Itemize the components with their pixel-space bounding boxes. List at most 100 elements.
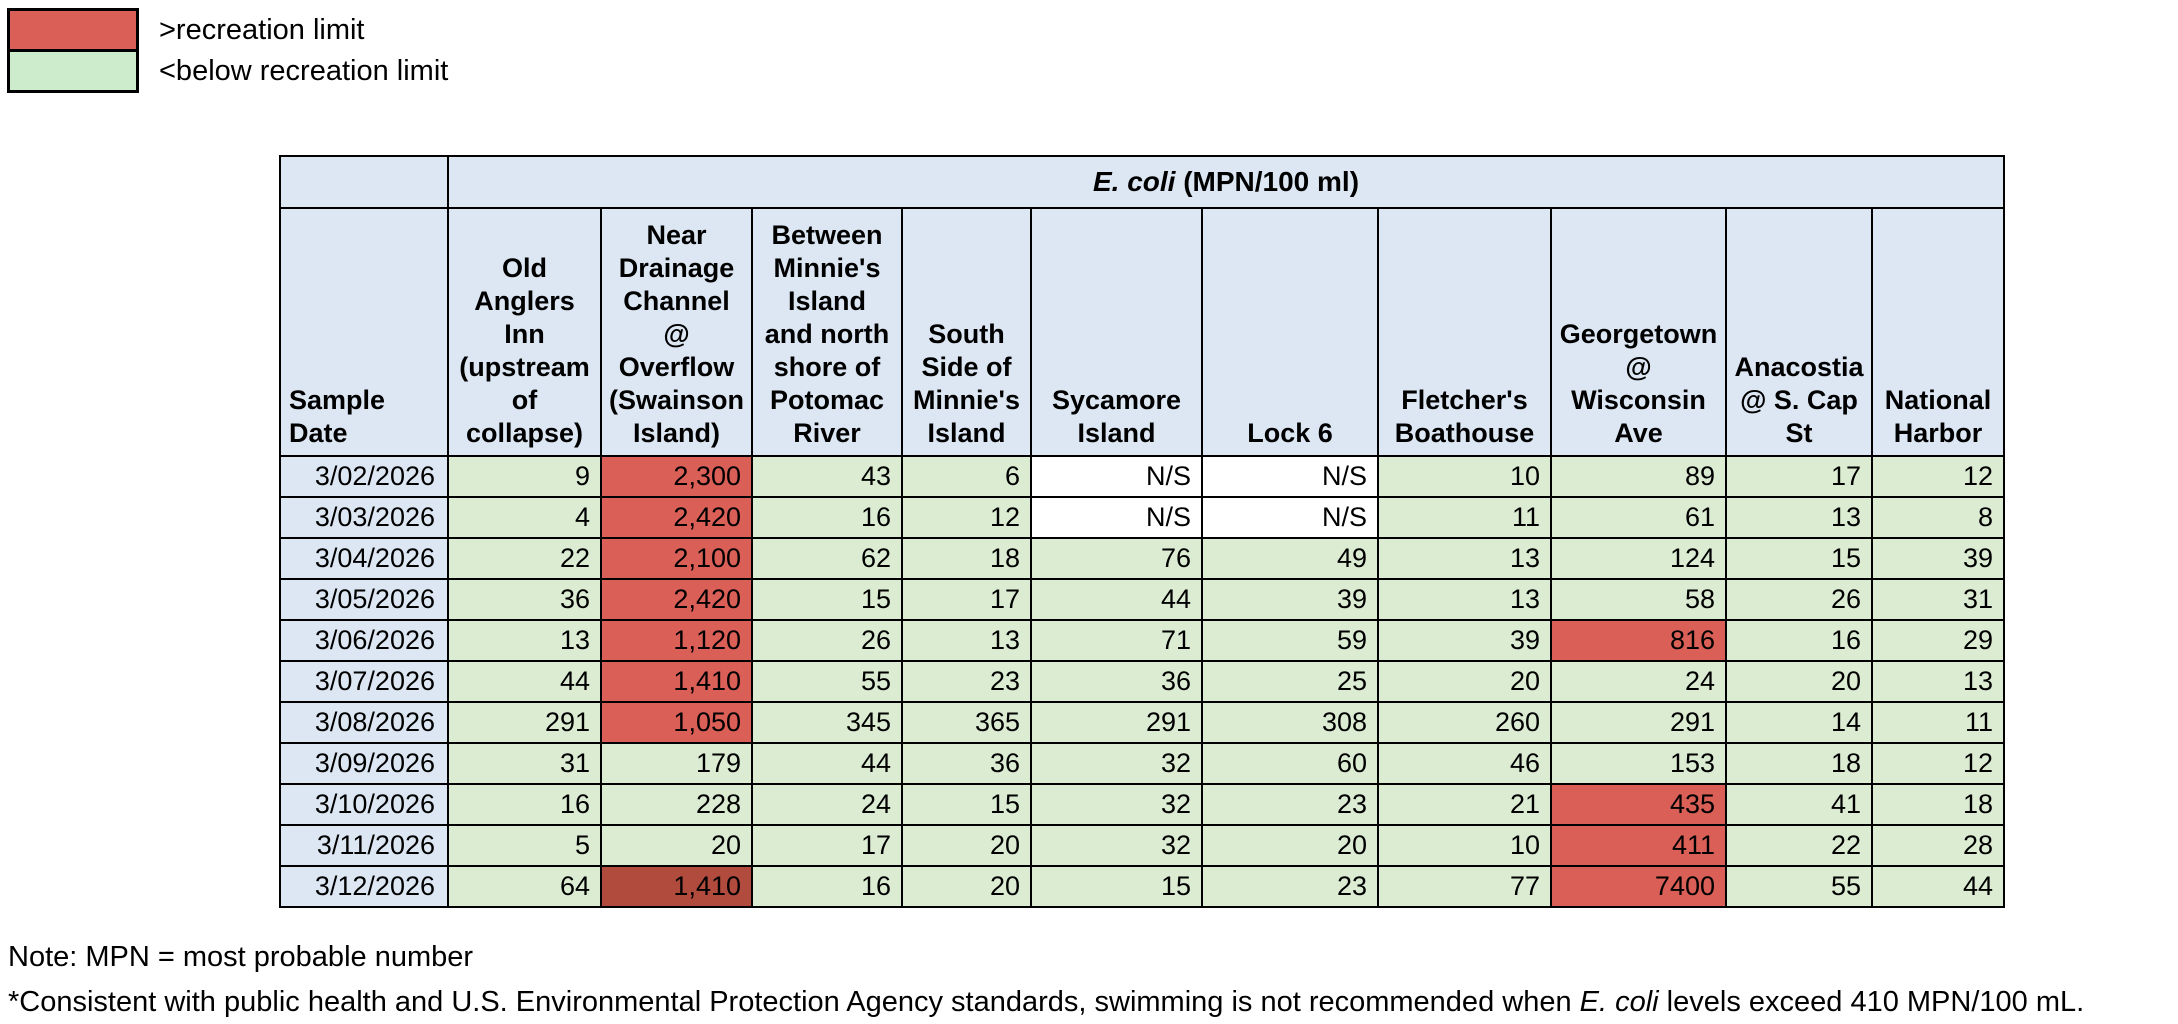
- value-cell: 2,420: [600, 578, 753, 621]
- location-column-header: Anacostia @ S. Cap St: [1725, 207, 1873, 457]
- value-cell: 13: [901, 619, 1032, 662]
- value-cell: 16: [751, 496, 903, 539]
- value-cell: 41: [1725, 783, 1873, 826]
- value-cell: 59: [1201, 619, 1379, 662]
- value-cell: 228: [600, 783, 753, 826]
- value-cell: N/S: [1201, 455, 1379, 498]
- value-cell: 18: [1871, 783, 2005, 826]
- value-cell: 4: [447, 496, 602, 539]
- table-row: 3/04/2026 22 2,100 62 18 76 49 13 124 15 39: [279, 537, 2005, 580]
- value-cell: 14: [1725, 701, 1873, 744]
- value-cell: 26: [751, 619, 903, 662]
- date-cell: 3/05/2026: [279, 578, 449, 621]
- table-row: 3/05/2026 36 2,420 15 17 44 39 13 58 26 31: [279, 578, 2005, 621]
- value-cell: 6: [901, 455, 1032, 498]
- value-cell: 16: [447, 783, 602, 826]
- value-cell: 31: [447, 742, 602, 785]
- value-cell: 260: [1377, 701, 1552, 744]
- value-cell: 60: [1201, 742, 1379, 785]
- value-cell: 23: [901, 660, 1032, 703]
- value-cell: 49: [1201, 537, 1379, 580]
- value-cell: 2,300: [600, 455, 753, 498]
- value-cell: 308: [1201, 701, 1379, 744]
- value-cell: 20: [1725, 660, 1873, 703]
- table-row: 3/08/2026 291 1,050 345 365 291 308 260 291 14 11: [279, 701, 2005, 744]
- location-column-header: Sycamore Island: [1030, 207, 1203, 457]
- value-cell: 18: [1725, 742, 1873, 785]
- date-cell: 3/09/2026: [279, 742, 449, 785]
- value-cell: 153: [1550, 742, 1727, 785]
- table-row: 3/03/2026 4 2,420 16 12 N/S N/S 11 61 13 8: [279, 496, 2005, 539]
- value-cell: 9: [447, 455, 602, 498]
- value-cell: 55: [751, 660, 903, 703]
- value-cell: 179: [600, 742, 753, 785]
- value-cell: 15: [751, 578, 903, 621]
- location-column-header: Georgetown @ Wisconsin Ave: [1550, 207, 1727, 457]
- value-cell: 13: [1725, 496, 1873, 539]
- note-mpn: Note: MPN = most probable number: [8, 941, 474, 973]
- value-cell: 20: [901, 865, 1032, 908]
- value-cell: 8: [1871, 496, 2005, 539]
- value-cell: 7400: [1550, 865, 1727, 908]
- value-cell: 10: [1377, 455, 1552, 498]
- table-row: 3/02/2026 9 2,300 43 6 N/S N/S 10 89 17 12: [279, 455, 2005, 498]
- value-cell: 39: [1871, 537, 2005, 580]
- value-cell: 16: [1725, 619, 1873, 662]
- value-cell: 17: [1725, 455, 1873, 498]
- value-cell: 411: [1550, 824, 1727, 867]
- table-row: 3/06/2026 13 1,120 26 13 71 59 39 816 16 29: [279, 619, 2005, 662]
- value-cell: 365: [901, 701, 1032, 744]
- note-epa: *Consistent with public health and U.S. …: [8, 986, 2084, 1019]
- location-column-header: Fletcher's Boathouse: [1377, 207, 1552, 457]
- value-cell: 1,410: [600, 865, 753, 908]
- value-cell: 13: [447, 619, 602, 662]
- ecoli-table: E. coli (MPN/100 ml) Sample Date Old Ang…: [279, 155, 2005, 908]
- value-cell: 291: [1550, 701, 1727, 744]
- value-cell: 1,050: [600, 701, 753, 744]
- location-column-header: Old Anglers Inn (upstream of collapse): [447, 207, 602, 457]
- value-cell: 17: [901, 578, 1032, 621]
- value-cell: 17: [751, 824, 903, 867]
- value-cell: 1,120: [600, 619, 753, 662]
- date-cell: 3/12/2026: [279, 865, 449, 908]
- value-cell: 12: [1871, 455, 2005, 498]
- value-cell: 21: [1377, 783, 1552, 826]
- value-cell: 24: [751, 783, 903, 826]
- date-cell: 3/10/2026: [279, 783, 449, 826]
- value-cell: N/S: [1030, 455, 1203, 498]
- value-cell: 22: [1725, 824, 1873, 867]
- table-row: 3/07/2026 44 1,410 55 23 36 25 20 24 20 13: [279, 660, 2005, 703]
- value-cell: 46: [1377, 742, 1552, 785]
- value-cell: 13: [1871, 660, 2005, 703]
- location-column-header: Lock 6: [1201, 207, 1379, 457]
- date-cell: 3/04/2026: [279, 537, 449, 580]
- value-cell: 291: [447, 701, 602, 744]
- corner-blank-cell: [279, 155, 449, 209]
- value-cell: 55: [1725, 865, 1873, 908]
- value-cell: 39: [1201, 578, 1379, 621]
- date-cell: 3/03/2026: [279, 496, 449, 539]
- value-cell: 36: [1030, 660, 1203, 703]
- value-cell: 11: [1377, 496, 1552, 539]
- value-cell: 58: [1550, 578, 1727, 621]
- legend-label: >recreation limit: [159, 13, 365, 46]
- value-cell: 20: [901, 824, 1032, 867]
- value-cell: 28: [1871, 824, 2005, 867]
- value-cell: 20: [1377, 660, 1552, 703]
- date-cell: 3/07/2026: [279, 660, 449, 703]
- value-cell: 15: [1030, 865, 1203, 908]
- value-cell: 5: [447, 824, 602, 867]
- value-cell: 31: [1871, 578, 2005, 621]
- date-cell: 3/06/2026: [279, 619, 449, 662]
- value-cell: 124: [1550, 537, 1727, 580]
- value-cell: 26: [1725, 578, 1873, 621]
- value-cell: N/S: [1030, 496, 1203, 539]
- value-cell: 22: [447, 537, 602, 580]
- value-cell: 32: [1030, 783, 1203, 826]
- date-cell: 3/08/2026: [279, 701, 449, 744]
- legend-swatch-below: [7, 49, 139, 93]
- location-column-header: Near Drainage Channel @ Overflow (Swains…: [600, 207, 753, 457]
- table-title: E. coli (MPN/100 ml): [447, 155, 2005, 209]
- value-cell: 10: [1377, 824, 1552, 867]
- value-cell: 816: [1550, 619, 1727, 662]
